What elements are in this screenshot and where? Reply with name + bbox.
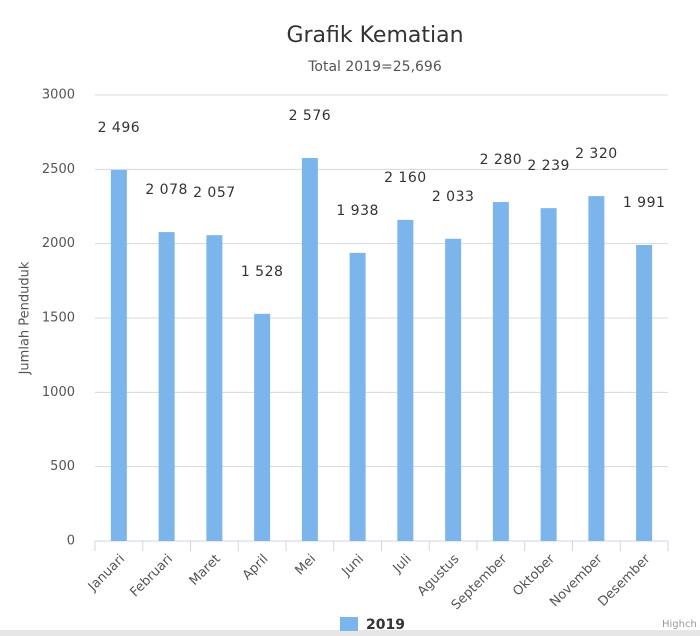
x-tick-label: Juni: [339, 552, 367, 580]
bar: [540, 208, 557, 542]
bar: [254, 313, 271, 541]
x-tick-label: Agustus: [415, 552, 463, 600]
data-label: 2 320: [575, 146, 618, 162]
data-label: 2 576: [289, 108, 332, 124]
x-tick-label: Mei: [292, 552, 319, 579]
y-axis-title: Jumlah Penduduk: [18, 261, 33, 375]
data-label: 2 160: [384, 170, 427, 186]
y-tick-label: 0: [67, 534, 75, 549]
bar: [636, 245, 653, 541]
credits: Highch: [662, 619, 697, 630]
y-tick-label: 2000: [42, 236, 75, 251]
bar: [349, 252, 366, 541]
bar: [158, 232, 175, 541]
x-tick-label: April: [240, 552, 272, 584]
y-tick-label: 1000: [42, 385, 75, 400]
legend-swatch: [340, 617, 358, 631]
data-label: 2 033: [432, 189, 475, 205]
y-tick-label: 2500: [42, 162, 75, 177]
data-label: 2 280: [480, 152, 523, 168]
data-label: 2 057: [193, 185, 236, 201]
bottom-band: [0, 630, 700, 636]
data-label: 1 528: [241, 264, 284, 280]
x-tick-label: Februari: [127, 552, 175, 600]
x-tick-label: Oktober: [510, 551, 558, 599]
bar: [588, 196, 605, 542]
bar: [206, 235, 223, 541]
data-label: 1 938: [336, 203, 379, 219]
bar: [397, 219, 414, 541]
data-label: 1 991: [623, 195, 666, 211]
data-label: 2 078: [145, 182, 188, 198]
x-tick-label: Desember: [595, 551, 653, 609]
legend-label: 2019: [366, 617, 405, 633]
data-label: 2 496: [98, 120, 141, 136]
x-tick-label: Juli: [390, 552, 415, 577]
data-label: 2 239: [527, 158, 570, 174]
y-tick-label: 500: [50, 459, 75, 474]
bar: [301, 158, 318, 541]
x-tick-label: Maret: [187, 552, 224, 589]
chart-title: Grafik Kematian: [286, 23, 463, 48]
y-tick-label: 1500: [42, 311, 75, 326]
bar: [492, 202, 509, 542]
chart-subtitle: Total 2019=25,696: [307, 59, 442, 75]
bar: [445, 238, 462, 541]
x-tick-label: Januari: [85, 552, 128, 595]
y-tick-label: 3000: [42, 88, 75, 103]
bar: [110, 169, 127, 542]
